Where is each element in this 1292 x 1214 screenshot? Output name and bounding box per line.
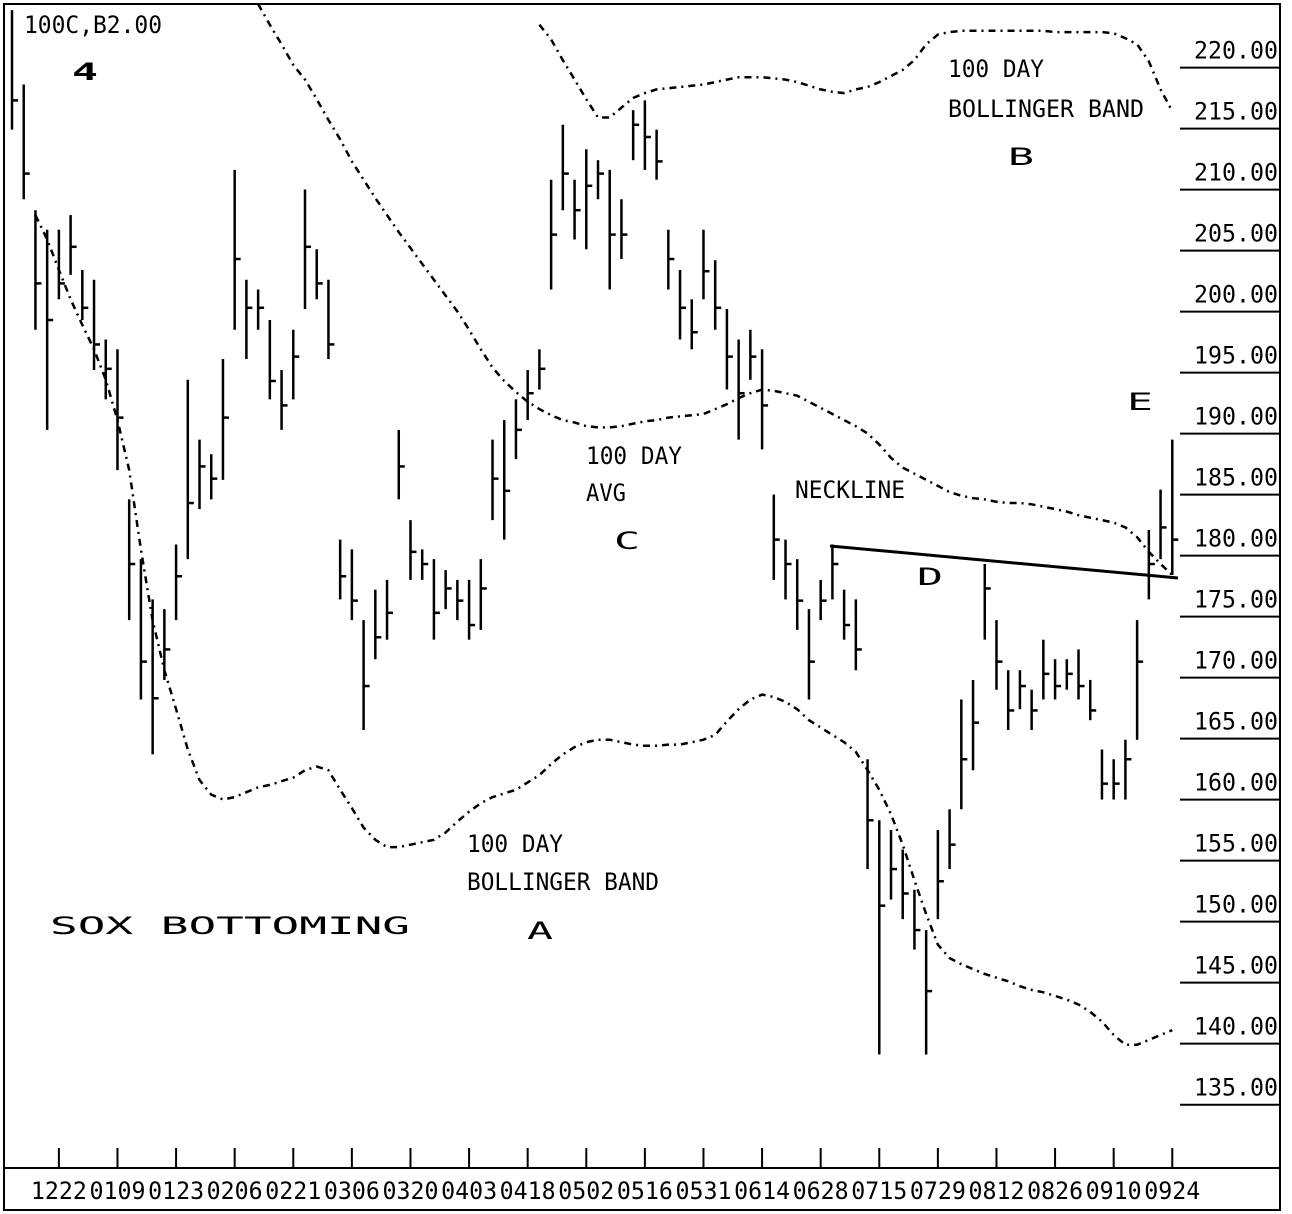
annotation: 100 DAY	[586, 442, 683, 470]
annotation: BOLLINGER BAND	[467, 868, 659, 896]
x-tick-label: 0516	[617, 1177, 673, 1205]
y-tick-label: 185.00	[1194, 464, 1278, 492]
y-tick-label: 140.00	[1194, 1013, 1278, 1041]
x-tick-label: 0306	[324, 1177, 380, 1205]
x-tick-label: 0729	[910, 1177, 966, 1205]
annotation: NECKLINE	[795, 476, 905, 504]
y-tick-label: 190.00	[1194, 403, 1278, 431]
y-tick-label: 220.00	[1194, 37, 1278, 65]
annotation: 4	[72, 58, 98, 86]
y-tick-label: 165.00	[1194, 708, 1278, 736]
x-tick-label: 0206	[207, 1177, 263, 1205]
x-tick-label: 0531	[675, 1177, 731, 1205]
y-tick-label: 160.00	[1194, 769, 1278, 797]
x-tick-label: 0221	[265, 1177, 321, 1205]
annotation: SOX BOTTOMING	[50, 912, 410, 940]
x-tick-label: 1222	[31, 1177, 87, 1205]
annotation: A	[527, 917, 554, 945]
y-tick-label: 195.00	[1194, 342, 1278, 370]
annotation: D	[917, 563, 943, 591]
x-tick-label: 0924	[1144, 1177, 1200, 1205]
y-tick-label: 200.00	[1194, 281, 1278, 309]
x-tick-label: 0715	[851, 1177, 907, 1205]
y-tick-label: 215.00	[1194, 98, 1278, 126]
y-tick-label: 210.00	[1194, 159, 1278, 187]
y-tick-label: 205.00	[1194, 220, 1278, 248]
band-line	[538, 23, 1174, 119]
x-tick-label: 0812	[968, 1177, 1024, 1205]
annotation: BOLLINGER BAND	[948, 95, 1144, 123]
annotation: 100C,B2.00	[24, 11, 162, 39]
y-tick-label: 175.00	[1194, 586, 1278, 614]
neckline	[829, 544, 1179, 580]
annotation: 100 DAY	[467, 830, 564, 858]
y-tick-label: 170.00	[1194, 647, 1278, 675]
y-tick-label: 145.00	[1194, 952, 1278, 980]
band-line	[257, 3, 1174, 576]
y-tick-label: 155.00	[1194, 830, 1278, 858]
annotation: AVG	[586, 479, 626, 507]
x-tick-label: 0502	[558, 1177, 614, 1205]
x-tick-label: 0614	[734, 1177, 790, 1205]
x-tick-label: 0910	[1086, 1177, 1142, 1205]
x-tick-label: 0418	[500, 1177, 556, 1205]
annotation: E	[1127, 388, 1153, 416]
x-tick-label: 0826	[1027, 1177, 1083, 1205]
y-tick-label: 180.00	[1194, 525, 1278, 553]
x-tick-label: 0320	[382, 1177, 438, 1205]
y-tick-label: 150.00	[1194, 891, 1278, 919]
annotation: C	[614, 527, 640, 555]
frame	[3, 3, 1281, 1211]
annotation: B	[1008, 143, 1034, 171]
x-tick-label: 0403	[441, 1177, 497, 1205]
x-tick-label: 0123	[148, 1177, 204, 1205]
x-tick-label: 0628	[793, 1177, 849, 1205]
y-tick-label: 135.00	[1194, 1074, 1278, 1102]
annotation: 100 DAY	[948, 55, 1045, 83]
x-tick-label: 0109	[89, 1177, 145, 1205]
